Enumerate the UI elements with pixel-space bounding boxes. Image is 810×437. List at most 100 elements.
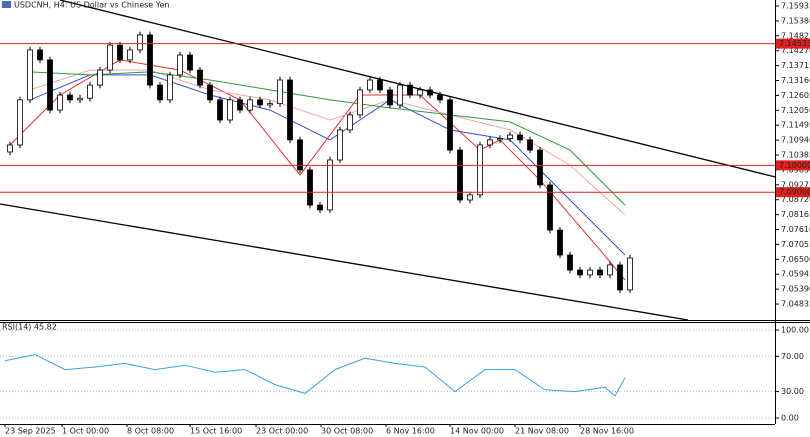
candle-body (97, 69, 103, 86)
candle-body (437, 94, 443, 101)
candle-body (337, 129, 343, 161)
candle-body (147, 34, 153, 86)
candle-body (347, 114, 353, 131)
candle-body (117, 44, 123, 61)
candle-body (287, 79, 293, 141)
candle-body (107, 44, 113, 71)
y-tick-label: 100.00 (781, 326, 809, 335)
y-tick-label: 7.07610 (781, 225, 810, 234)
candle-body (447, 99, 453, 151)
candle-body (547, 184, 553, 231)
y-tick-label: 7.09275 (781, 180, 810, 189)
y-tick-label: 7.13160 (781, 76, 810, 85)
x-tick-label: 21 Nov 08:00 (515, 427, 569, 436)
candle-body (567, 254, 573, 271)
candle-body (497, 138, 503, 141)
candle-body (397, 84, 403, 106)
y-tick-label: 7.04835 (781, 300, 810, 309)
x-tick-label: 23 Oct 00:00 (256, 427, 308, 436)
candle-body (597, 269, 603, 276)
y-tick-label: 0.00 (781, 414, 799, 423)
y-tick-label: 7.12050 (781, 106, 810, 115)
candle-body (617, 264, 623, 291)
candle-body (257, 99, 263, 106)
candle-body (27, 49, 33, 101)
candle-body (177, 54, 183, 76)
candle-body (587, 269, 593, 276)
candle-body (157, 84, 163, 101)
candle-body (427, 89, 433, 96)
level-label-box (776, 187, 810, 198)
candle-body (367, 79, 373, 91)
moving-average (29, 74, 626, 256)
candle-body (507, 134, 513, 139)
candle-body (187, 54, 193, 71)
x-tick-label: 6 Nov 16:00 (386, 427, 435, 436)
rsi-title: RSI(14) 45.82 (2, 323, 57, 332)
symbol-icon (2, 1, 11, 8)
trendline (0, 203, 689, 320)
level-label: 7.10000 (779, 161, 810, 170)
y-tick-label: 7.10385 (781, 151, 810, 160)
candle-body (77, 97, 83, 101)
y-tick-label: 30.00 (781, 387, 804, 396)
candle-body (67, 94, 73, 101)
candle-body (197, 69, 203, 86)
candle-body (387, 89, 393, 106)
candle-body (277, 79, 283, 105)
candle-body (37, 49, 43, 61)
y-tick-label: 7.08720 (781, 195, 810, 204)
candle-body (557, 229, 563, 256)
candle-body (527, 139, 533, 151)
candle-body (17, 99, 23, 146)
y-tick-label: 7.15935 (781, 2, 810, 11)
level-label-box (776, 160, 810, 171)
x-tick-label: 8 Oct 08:00 (127, 427, 174, 436)
candle-body (217, 99, 223, 121)
candle-body (57, 94, 63, 111)
candle-body (247, 99, 253, 111)
candle-body (237, 99, 243, 111)
x-tick-label: 30 Oct 08:00 (321, 427, 373, 436)
x-tick-label: 23 Sep 2025 (5, 427, 56, 436)
y-tick-label: 7.11495 (781, 121, 810, 130)
candle-body (297, 139, 303, 171)
candle-body (327, 159, 333, 211)
y-tick-label: 7.15380 (781, 16, 810, 25)
trendline (59, 0, 775, 178)
candle-body (127, 49, 133, 61)
y-tick-label: 7.13715 (781, 61, 810, 70)
candle-body (87, 84, 93, 99)
candle-body (227, 99, 233, 121)
x-tick-label: 28 Nov 16:00 (580, 427, 634, 436)
y-tick-label: 7.14825 (781, 31, 810, 40)
candle-body (517, 134, 523, 141)
y-tick-label: 7.06500 (781, 255, 810, 264)
y-tick-label: 7.05390 (781, 285, 810, 294)
candle-body (477, 144, 483, 196)
y-tick-label: 7.08165 (781, 210, 810, 219)
candle-body (537, 149, 543, 186)
candle-body (357, 89, 363, 116)
candle-body (47, 59, 53, 111)
candle-body (467, 194, 473, 201)
candle-body (607, 264, 613, 276)
candle-body (137, 34, 143, 51)
y-tick-label: 7.05945 (781, 270, 810, 279)
y-tick-label: 7.14270 (781, 46, 810, 55)
y-tick-label: 70.00 (781, 352, 804, 361)
rsi-line (4, 354, 626, 397)
price-plot (0, 0, 775, 320)
candle-body (627, 257, 633, 291)
y-tick-label: 7.12605 (781, 91, 810, 100)
moving-average (29, 71, 626, 206)
level-label-box (776, 38, 810, 49)
x-tick-label: 1 Oct 00:00 (62, 427, 109, 436)
y-tick-label: 7.10940 (781, 136, 810, 145)
candle-body (307, 169, 313, 206)
chart-title: USDCNH, H4: US Dollar vs Chinese Yen (14, 1, 170, 10)
